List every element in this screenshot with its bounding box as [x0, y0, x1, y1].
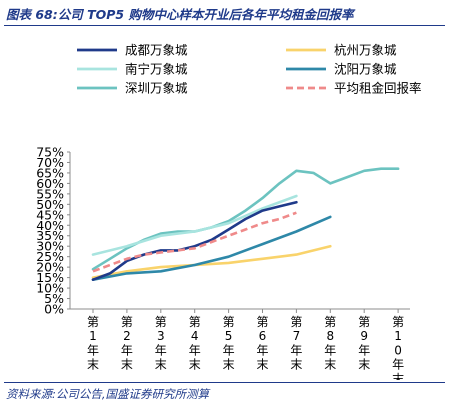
x-tick-label: 第 8 年末 — [324, 315, 336, 372]
y-tick-label: 35% — [36, 228, 64, 243]
y-tick-label: 15% — [36, 270, 64, 285]
x-tick-label: 第 9 年末 — [358, 315, 370, 372]
y-tick-label: 25% — [36, 249, 64, 264]
legend-label: 杭州万象城 — [334, 43, 397, 58]
legend-label: 平均租金回报率 — [334, 81, 422, 96]
series-line-4 — [91, 215, 332, 282]
y-tick-label: 5% — [44, 291, 64, 306]
x-tick-label: 第 4 年末 — [189, 315, 201, 372]
y-tick-label: 40% — [36, 218, 64, 233]
x-axis: 第 1 年末 第 2 年末 第 3 年末 第 4 年末 第 5 年末 第 6 年末 第 7 年末 第 8 年末 第 9 年末 第 1 0 年… — [70, 308, 410, 380]
y-tick-label: 10% — [36, 281, 64, 296]
legend-item: 南宁万象城 — [77, 62, 188, 77]
source-rule — [4, 382, 445, 383]
y-tick-label: 60% — [36, 176, 64, 191]
series-line-2 — [91, 244, 332, 279]
y-tick-label: 70% — [36, 155, 64, 170]
legend-label: 南宁万象城 — [125, 62, 188, 77]
series-line-3 — [91, 194, 298, 256]
y-axis: 0%5%10%15%20%25%30%35%40%45%50%55%60%65%… — [36, 145, 71, 317]
legend-label: 成都万象城 — [125, 43, 188, 58]
x-tick-label: 第 1 年末 — [87, 315, 99, 372]
legend-item: 杭州万象城 — [286, 43, 397, 58]
figure-title: 图表 68:公司 TOP5 购物中心样本开业后各年平均租金回报率 — [6, 7, 354, 22]
series-line-1 — [91, 200, 298, 282]
legend-label: 沈阳万象城 — [334, 62, 397, 77]
legend-label: 深圳万象城 — [125, 81, 188, 96]
y-tick-label: 50% — [36, 197, 64, 212]
y-tick-label: 20% — [36, 260, 64, 275]
x-tick-label: 第 6 年末 — [256, 315, 268, 372]
y-tick-label: 0% — [44, 302, 64, 317]
y-tick-label: 55% — [36, 186, 64, 201]
source-note: 资料来源:公司公告,国盛证券研究所测算 — [6, 387, 210, 401]
x-tick-label: 第 3 年末 — [155, 315, 167, 372]
y-tick-label: 45% — [36, 207, 64, 222]
legend-item: 沈阳万象城 — [286, 62, 397, 77]
x-tick-label: 第 2 年末 — [121, 315, 133, 372]
legend-item: 成都万象城 — [77, 43, 188, 58]
plot-area — [91, 167, 400, 282]
x-tick-label: 第 5 年末 — [223, 315, 235, 372]
x-tick-label: 第 7 年末 — [290, 315, 302, 372]
y-tick-label: 65% — [36, 165, 64, 180]
legend-item: 平均租金回报率 — [286, 81, 422, 96]
legend-item: 深圳万象城 — [77, 81, 188, 96]
y-tick-label: 75% — [36, 145, 64, 160]
x-tick-label: 第 1 0 年末 — [392, 315, 404, 380]
title-rule — [4, 25, 445, 26]
y-tick-label: 30% — [36, 239, 64, 254]
series-line-6 — [92, 211, 297, 273]
